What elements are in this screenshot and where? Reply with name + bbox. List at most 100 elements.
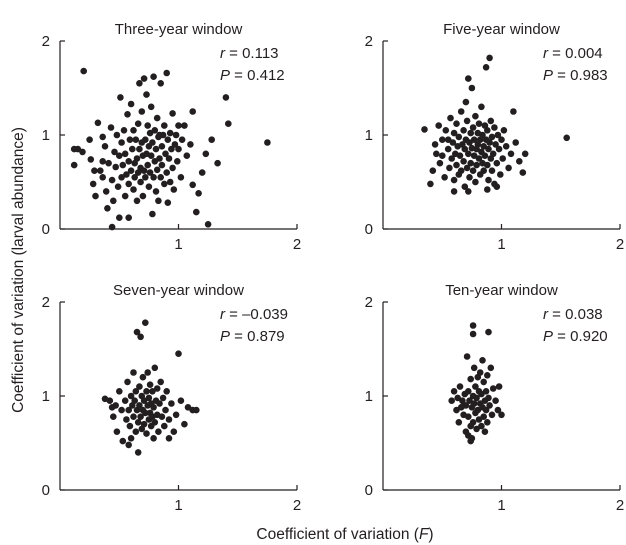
data-point — [132, 136, 140, 143]
data-point — [485, 145, 492, 153]
x-tick-label: 1 — [174, 497, 182, 514]
data-point — [142, 174, 149, 181]
data-point — [181, 420, 188, 428]
data-point — [127, 392, 135, 400]
data-point — [222, 94, 230, 101]
data-point — [143, 388, 150, 395]
panel-title: Seven-year window — [113, 282, 244, 299]
data-point — [125, 441, 132, 449]
data-point — [117, 94, 124, 101]
data-point — [478, 422, 485, 430]
panel-title: Three-year window — [115, 21, 243, 38]
data-point — [461, 145, 469, 153]
data-point — [165, 416, 173, 423]
data-point — [485, 176, 492, 184]
data-point — [431, 141, 439, 148]
data-point — [153, 385, 161, 392]
data-point — [150, 435, 157, 442]
data-point — [131, 174, 138, 181]
data-point — [133, 155, 141, 162]
data-point — [507, 150, 515, 158]
data-point — [455, 133, 463, 141]
data-point — [102, 188, 110, 195]
data-point — [177, 174, 185, 181]
data-point — [467, 129, 475, 137]
data-point — [127, 100, 135, 108]
data-point — [140, 420, 148, 428]
data-point — [486, 54, 493, 62]
data-point — [163, 69, 170, 77]
data-point — [482, 388, 490, 395]
data-point — [502, 143, 510, 150]
data-point — [170, 186, 178, 193]
data-point — [131, 397, 138, 405]
data-point — [79, 148, 86, 156]
data-point — [457, 108, 465, 115]
data-point — [457, 167, 465, 174]
data-point — [465, 413, 472, 421]
data-point — [183, 152, 191, 159]
data-point — [484, 161, 491, 169]
data-point — [121, 150, 129, 158]
data-point — [133, 328, 141, 336]
data-point — [470, 364, 478, 372]
data-point — [118, 406, 125, 414]
data-point — [479, 357, 486, 364]
x-tick-label: 2 — [293, 236, 301, 253]
data-point — [472, 178, 479, 186]
data-point — [99, 133, 106, 141]
data-point — [172, 131, 180, 139]
data-point — [153, 166, 161, 174]
panel-1: 0 1 2 1 2 Three-year window r = 0.113 P = 0.412 — [42, 21, 302, 253]
data-point — [126, 422, 134, 430]
data-point — [492, 397, 499, 405]
data-point — [149, 210, 156, 218]
data-point — [486, 402, 493, 409]
panel-title: Ten-year window — [445, 282, 558, 299]
data-point — [480, 167, 488, 174]
data-point — [498, 411, 505, 419]
data-point — [487, 117, 495, 125]
x-tick-label: 1 — [174, 236, 182, 253]
data-point — [175, 145, 182, 153]
data-point — [129, 145, 136, 153]
panel-2: 0 1 2 1 2 Five-year window r = 0.004 P = 0.983 — [365, 21, 625, 253]
data-point — [150, 404, 157, 411]
data-point — [113, 131, 121, 139]
data-point — [446, 164, 453, 172]
data-point — [137, 413, 144, 421]
data-point — [463, 117, 471, 125]
data-point — [138, 108, 146, 115]
data-point — [105, 159, 112, 167]
data-point — [161, 422, 168, 430]
data-point — [164, 199, 172, 206]
data-point — [140, 75, 148, 82]
y-tick-label: 2 — [365, 33, 373, 50]
panel-3: 0 1 2 1 2 Seven-year window r = –0.039 P = 0.87… — [42, 282, 302, 514]
y-tick-label: 1 — [365, 127, 373, 144]
data-point — [466, 174, 473, 181]
data-point — [127, 167, 135, 174]
data-point — [473, 161, 480, 169]
data-point — [469, 330, 477, 338]
data-point — [439, 152, 446, 159]
data-point — [89, 180, 97, 188]
y-tick-label: 1 — [42, 127, 50, 144]
data-point — [107, 124, 115, 131]
data-point — [110, 197, 117, 205]
data-point — [156, 155, 163, 162]
data-point — [125, 180, 132, 188]
data-point — [475, 120, 483, 127]
data-point — [521, 150, 529, 158]
data-point — [118, 174, 125, 181]
data-point — [155, 197, 162, 205]
data-point — [421, 126, 428, 133]
data-point — [469, 124, 477, 131]
data-point — [264, 139, 271, 146]
data-point — [484, 186, 491, 193]
data-point — [456, 152, 464, 159]
data-point — [169, 110, 176, 117]
data-point — [70, 145, 78, 153]
data-point — [516, 158, 523, 165]
